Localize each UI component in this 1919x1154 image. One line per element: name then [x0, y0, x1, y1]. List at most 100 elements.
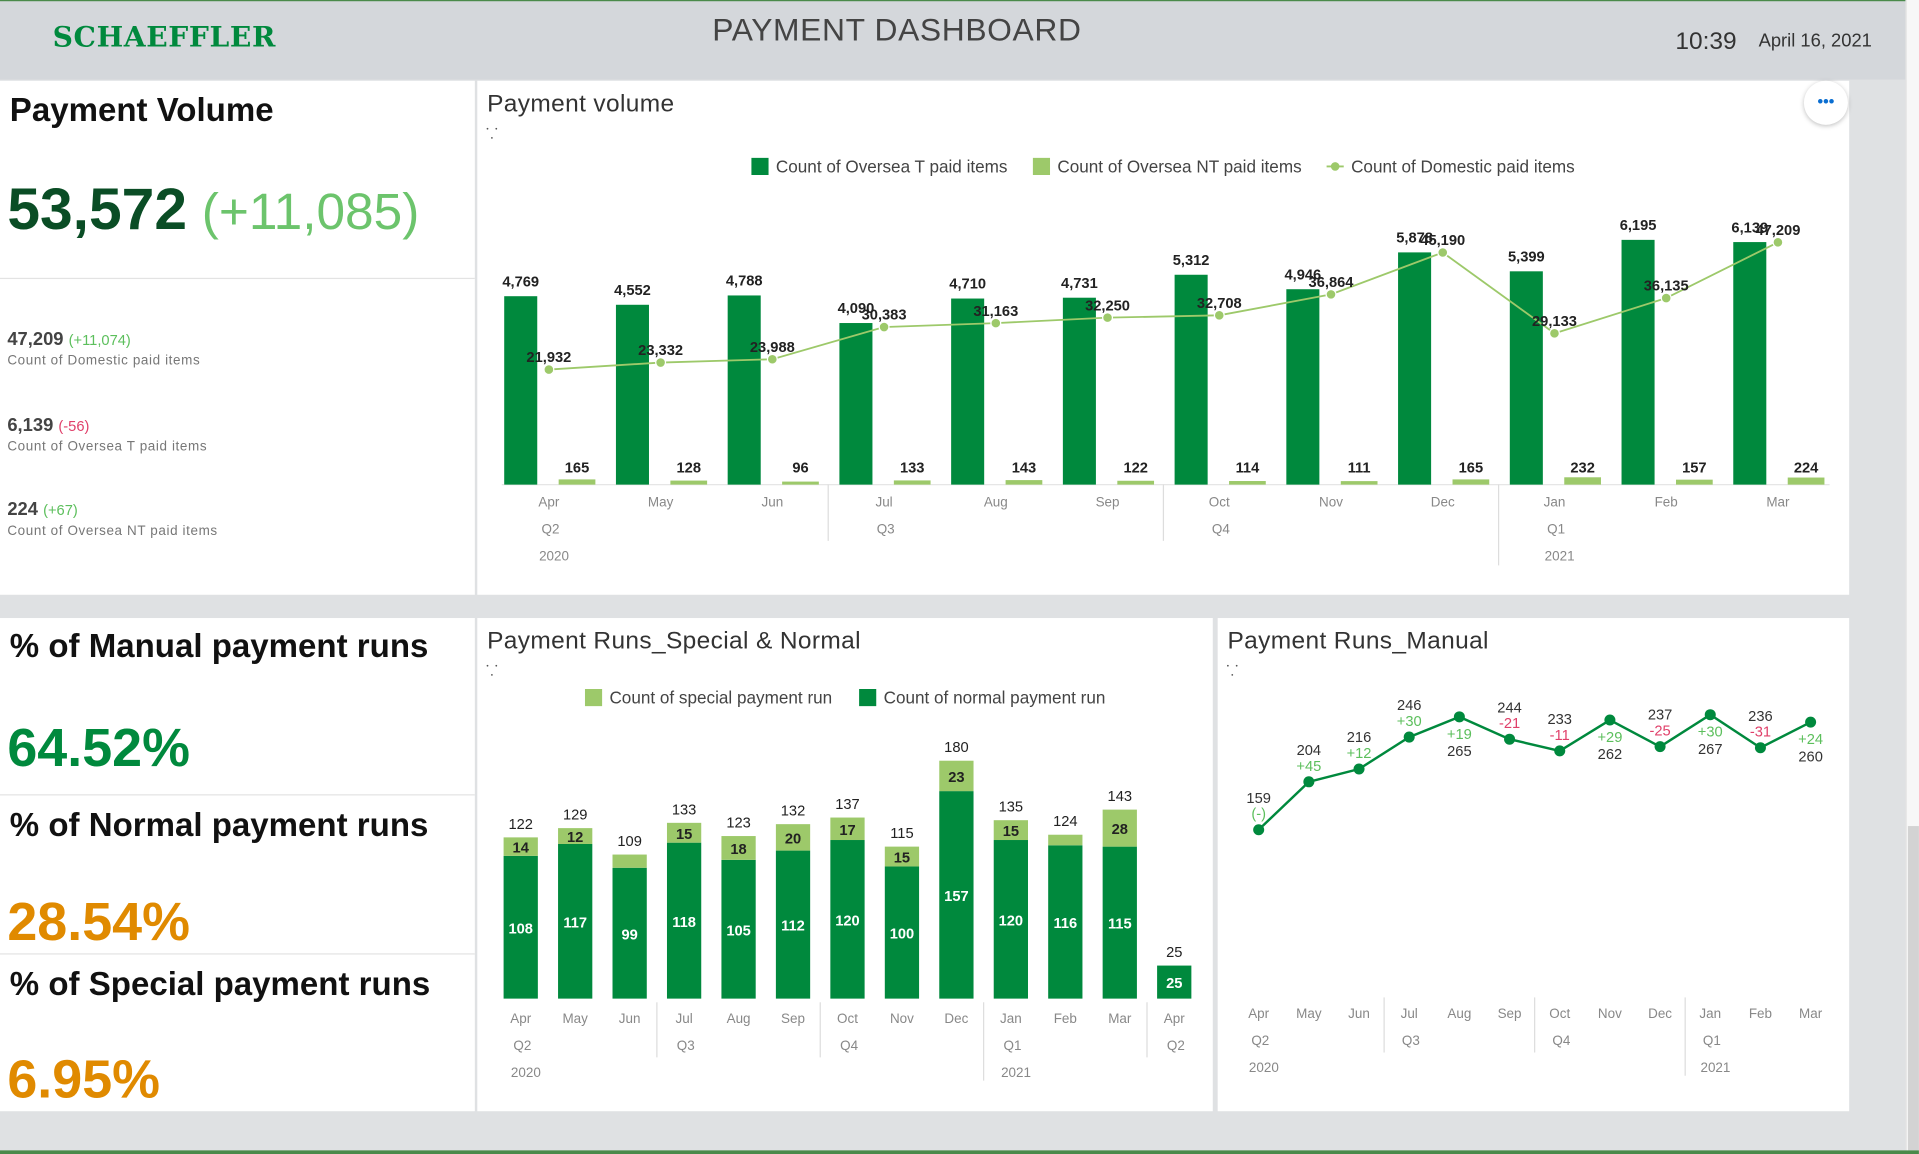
bar-special [884, 846, 920, 867]
x-tick-label: May [648, 495, 674, 510]
quarter-label: Q1 [1004, 1038, 1022, 1053]
divider [0, 953, 475, 955]
bar-oversea-nt [1452, 479, 1490, 485]
line-point [1213, 309, 1225, 321]
x-tick-label: May [562, 1011, 588, 1026]
delta-label: -11 [1550, 728, 1570, 744]
legend-swatch [751, 157, 769, 176]
bar-label: 105 [726, 923, 750, 939]
bar-oversea-t [1621, 239, 1655, 485]
bar-normal [721, 859, 756, 999]
line-label: 32,708 [1197, 296, 1242, 312]
bar-oversea-t [1286, 289, 1320, 485]
bar-oversea-nt [1675, 479, 1713, 485]
line-point [1437, 246, 1449, 258]
bar-label: 4,731 [1061, 276, 1098, 292]
dashboard-header: SCHAEFFLER PAYMENT DASHBOARD 10:39 April… [0, 0, 1906, 80]
bar-label: 122 [1123, 460, 1147, 476]
bar-label: 4,552 [614, 283, 651, 299]
bar-label: 96 [792, 460, 808, 476]
x-tick-label: Oct [1209, 495, 1230, 510]
bar-label: 20 [785, 831, 801, 847]
value-label: 236 [1748, 709, 1772, 725]
quarter-label: Q2 [542, 522, 560, 537]
total-label: 124 [1053, 814, 1077, 830]
x-tick-label: Aug [984, 495, 1008, 510]
more-options-button[interactable]: ••• [1803, 80, 1848, 125]
quarter-label: Q4 [1552, 1033, 1570, 1048]
bar-normal [1048, 845, 1083, 999]
line-point [1453, 711, 1465, 723]
bar-special [830, 817, 865, 841]
scrollbar-thumb[interactable] [1907, 826, 1919, 1151]
bar-special [939, 760, 974, 792]
x-tick-label: Mar [1799, 1006, 1823, 1021]
bar-special [775, 824, 811, 851]
bar-normal [558, 843, 593, 999]
bar-label: 5,399 [1508, 250, 1545, 266]
bar-oversea-nt [893, 480, 931, 485]
bar-normal [503, 855, 538, 999]
quarter-label: Q3 [677, 1038, 695, 1053]
divider [0, 277, 475, 280]
bar-label: 114 [1236, 460, 1261, 476]
x-tick-label: May [1296, 1006, 1322, 1021]
bar-oversea-t [615, 304, 649, 485]
quarter-label: Q2 [1167, 1038, 1185, 1053]
bar-oversea-t [1398, 252, 1432, 485]
x-tick-label: Sep [1096, 495, 1120, 510]
line-point [1504, 733, 1516, 745]
bar-label: 4,710 [949, 277, 986, 293]
bar-label: 17 [839, 823, 855, 839]
x-tick-label: Jul [1401, 1006, 1418, 1021]
legend-label: Count of normal payment run [884, 688, 1106, 708]
quarter-label: Q2 [1251, 1033, 1269, 1048]
drag-handle-icon[interactable]: ⸪ [1226, 662, 1239, 680]
line-point [1253, 824, 1265, 836]
bar-label: 112 [781, 919, 805, 935]
bar-label: 4,788 [726, 274, 763, 290]
bar-label: 232 [1570, 460, 1594, 476]
bar-oversea-nt [1229, 481, 1266, 485]
bar-oversea-t [1062, 297, 1096, 485]
quarter-label: Q2 [513, 1038, 531, 1053]
value-label: 216 [1347, 730, 1371, 746]
value-label: 260 [1798, 749, 1822, 765]
drag-handle-icon[interactable]: ⸪ [485, 124, 498, 142]
delta-label: +12 [1347, 746, 1372, 762]
bar-oversea-t [951, 298, 985, 485]
x-tick-label: Jul [875, 495, 892, 510]
bar-oversea-nt [670, 480, 708, 485]
bar-oversea-nt [1787, 477, 1825, 485]
total-label: 109 [617, 834, 641, 850]
delta-label: (-) [1251, 807, 1266, 823]
kpi-special-title: % of Special payment runs [9, 965, 431, 1003]
total-label: 180 [944, 740, 968, 756]
value-label: 159 [1246, 791, 1270, 807]
line-label: 36,864 [1309, 275, 1355, 291]
delta-label: +30 [1698, 725, 1723, 741]
kpi-normal-title: % of Normal payment runs [9, 806, 429, 844]
payment-volume-kpi: Payment Volume 53,572 (+11,085) 47,209 (+… [0, 80, 475, 595]
line-point [1604, 714, 1616, 726]
x-tick-label: Apr [1164, 1011, 1185, 1026]
line-point [878, 321, 890, 333]
brand-logo: SCHAEFFLER [52, 20, 276, 54]
x-tick-label: Dec [1431, 495, 1455, 510]
bar-label: 157 [944, 889, 968, 905]
bar-label: 116 [1053, 916, 1077, 932]
chart-title: Payment Runs_Manual [1227, 627, 1489, 655]
bar-oversea-nt [558, 479, 596, 485]
x-tick-label: Jun [1348, 1006, 1370, 1021]
bar-oversea-nt [1117, 480, 1155, 485]
x-tick-label: Nov [890, 1011, 914, 1026]
drag-handle-icon[interactable]: ⸪ [485, 662, 498, 680]
bar-label: 5,312 [1173, 253, 1210, 269]
total-label: 135 [999, 800, 1023, 816]
value-label: 267 [1698, 742, 1722, 758]
quarter-label: Q3 [1402, 1033, 1420, 1048]
x-tick-label: Apr [510, 1011, 531, 1026]
payment-runs-special-normal-chart: Count of special payment run Count of nor… [503, 688, 1192, 1081]
scrollbar[interactable] [1905, 0, 1919, 1154]
bar-label: 115 [1108, 917, 1132, 933]
